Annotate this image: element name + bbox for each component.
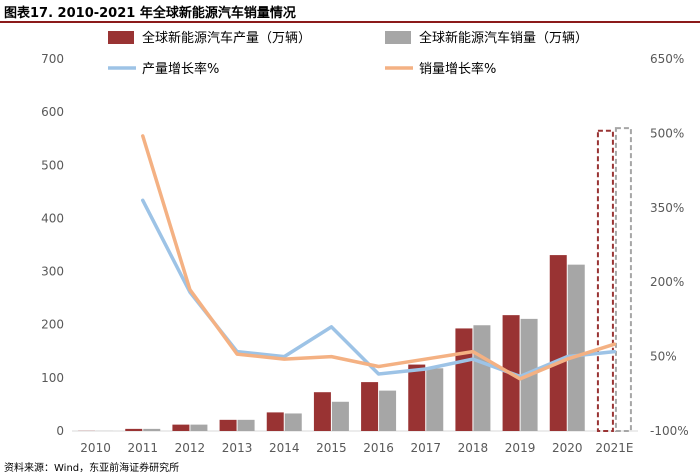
bar-sales (190, 424, 208, 431)
x-tick-label: 2016 (363, 441, 394, 455)
bar-production (266, 412, 284, 431)
right-tick-label: -100% (650, 424, 689, 438)
figure-title: 图表17. 2010-2021 年全球新能源汽车销量情况 (4, 6, 296, 21)
source-note: 资料来源：Wind，东亚前海证券研究所 (4, 463, 180, 474)
x-axis: 2010 2011 2012 2013 2014 2015 2016 2017 2018 2019… (72, 430, 638, 455)
bar-production (172, 424, 190, 431)
left-tick-label: 300 (41, 265, 64, 279)
legend-swatch (108, 31, 134, 44)
sales-growth-line (141, 134, 617, 381)
left-tick-label: 400 (41, 211, 64, 225)
bar-production (219, 419, 237, 431)
right-tick-label: 50% (650, 350, 677, 364)
right-tick-label: 500% (650, 126, 684, 140)
bar-sales (143, 428, 161, 431)
lines (141, 134, 617, 381)
legend-label: 全球新能源汽车销量（万辆） (419, 30, 588, 46)
left-tick-label: 200 (41, 318, 64, 332)
left-tick-label: 700 (41, 52, 64, 66)
left-tick-label: 0 (56, 424, 64, 438)
left-tick-label: 100 (41, 371, 64, 385)
x-tick-label: 2010 (80, 441, 111, 455)
bar-production (549, 255, 567, 431)
bar-sales (379, 390, 397, 431)
x-tick-label: 2018 (458, 441, 489, 455)
bar-sales (331, 401, 349, 431)
x-tick-label: 2011 (127, 441, 158, 455)
legend-label: 产量增长率% (142, 61, 219, 77)
x-tick-label: 2017 (410, 441, 441, 455)
legend: 全球新能源汽车产量（万辆） 全球新能源汽车销量（万辆） 产量增长率% 销量增长率% (108, 30, 588, 77)
x-tick-label: 2014 (269, 441, 300, 455)
legend-label: 销量增长率% (419, 61, 496, 77)
bar-production (408, 364, 426, 431)
bar-sales (473, 325, 491, 431)
right-tick-label: 200% (650, 275, 684, 289)
right-tick-label: 650% (650, 52, 684, 66)
right-axis: -100% 50% 200% 350% 500% 650% (650, 52, 689, 438)
left-tick-label: 600 (41, 105, 64, 119)
bar-sales (237, 419, 255, 431)
left-tick-label: 500 (41, 158, 64, 172)
bar-production (455, 328, 473, 431)
bar-sales-estimate (614, 127, 632, 432)
left-axis: 0 100 200 300 400 500 600 700 (41, 52, 64, 438)
bar-production (125, 428, 143, 431)
x-tick-label: 2015 (316, 441, 347, 455)
bar-sales (567, 264, 585, 431)
x-tick-label: 2012 (175, 441, 206, 455)
legend-label: 全球新能源汽车产量（万辆） (142, 30, 311, 46)
legend-swatch (385, 31, 411, 44)
bar-production (361, 382, 379, 431)
bar-production (313, 392, 331, 431)
bar-sales (284, 413, 302, 431)
production-growth-line (141, 198, 617, 379)
right-tick-label: 350% (650, 201, 684, 215)
bar-sales (426, 368, 444, 431)
x-tick-label: 2019 (505, 441, 536, 455)
bar-production-estimate (596, 129, 614, 432)
x-tick-label: 2020 (552, 441, 583, 455)
x-tick-label: 2013 (222, 441, 253, 455)
x-tick-label: 2021E (595, 441, 633, 455)
bars (78, 127, 632, 432)
title-rule (0, 21, 700, 23)
